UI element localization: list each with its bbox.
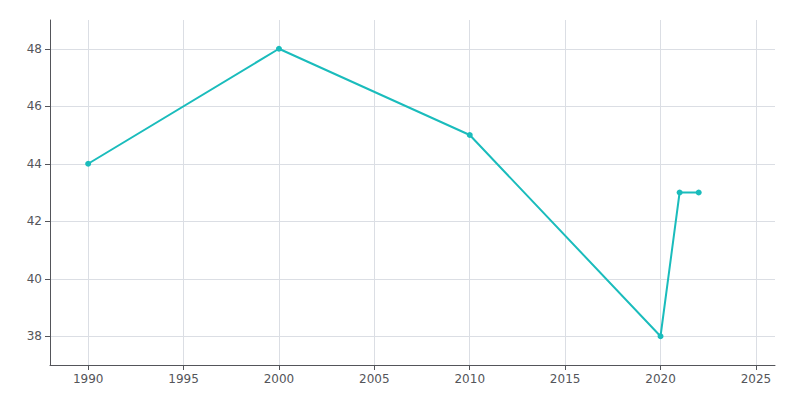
- svg-text:46: 46: [27, 99, 42, 113]
- svg-text:1990: 1990: [73, 372, 104, 386]
- svg-text:44: 44: [27, 157, 42, 171]
- svg-text:2020: 2020: [645, 372, 676, 386]
- svg-text:42: 42: [27, 214, 42, 228]
- svg-text:38: 38: [27, 329, 42, 343]
- svg-text:1995: 1995: [168, 372, 199, 386]
- svg-text:2000: 2000: [264, 372, 295, 386]
- svg-text:2025: 2025: [741, 372, 772, 386]
- svg-text:2005: 2005: [359, 372, 390, 386]
- svg-text:48: 48: [27, 42, 42, 56]
- svg-text:2015: 2015: [550, 372, 581, 386]
- svg-text:2010: 2010: [454, 372, 485, 386]
- svg-text:40: 40: [27, 272, 42, 286]
